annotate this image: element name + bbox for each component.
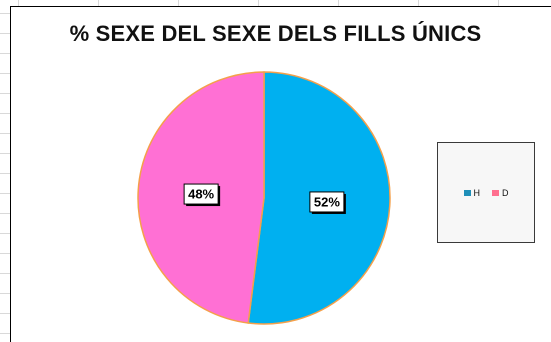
legend-item-d: D [492, 188, 509, 198]
data-label-text-d: 48% [188, 187, 214, 202]
legend-label-h: H [473, 187, 481, 198]
data-labels: 52% 48% [183, 183, 346, 214]
legend-swatch-h [463, 189, 471, 196]
legend-swatch-d [492, 189, 499, 196]
legend-label-d: D [502, 187, 509, 198]
chart-title: % SEXE DEL SEXE DELS FILLS ÚNICS [69, 21, 482, 46]
data-label-h: 52% [309, 191, 346, 214]
legend-item-h: H [463, 187, 481, 198]
data-label-text-h: 52% [314, 194, 340, 209]
legend[interactable]: H D [437, 142, 535, 243]
data-label-d: 48% [183, 183, 221, 207]
pie-slices [137, 71, 391, 325]
